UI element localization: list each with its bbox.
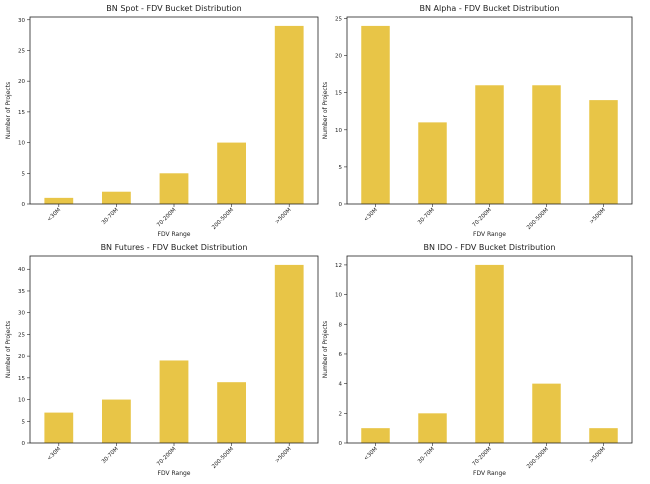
x-tick-label: 70-200M bbox=[156, 446, 178, 468]
x-tick-label: 200-500M bbox=[211, 446, 235, 470]
x-tick-label: 30-70M bbox=[101, 207, 120, 226]
x-axis-label: FDV Range bbox=[158, 231, 191, 238]
y-tick-label: 25 bbox=[18, 332, 25, 338]
bar-2-1 bbox=[102, 399, 131, 443]
y-tick-label: 15 bbox=[18, 376, 25, 382]
x-tick-label: 30-70M bbox=[417, 207, 436, 226]
y-tick-label: 0 bbox=[22, 202, 26, 208]
y-tick-label: 20 bbox=[18, 354, 25, 360]
x-tick-label: 30-70M bbox=[417, 446, 436, 465]
x-axis-label: FDV Range bbox=[473, 470, 506, 477]
x-tick-label: 70-200M bbox=[156, 207, 178, 229]
bar-3-3 bbox=[532, 383, 561, 443]
y-tick-label: 15 bbox=[335, 91, 342, 97]
y-tick-label: 35 bbox=[18, 289, 25, 295]
x-tick-label: 70-200M bbox=[472, 207, 494, 229]
y-tick-label: 10 bbox=[335, 293, 342, 299]
bar-1-4 bbox=[589, 100, 618, 204]
bar-3-2 bbox=[475, 264, 504, 443]
bar-0-1 bbox=[102, 191, 131, 204]
x-tick-label: >500M bbox=[274, 446, 292, 464]
y-tick-label: 25 bbox=[335, 16, 342, 22]
y-tick-label: 5 bbox=[339, 165, 343, 171]
chart-panel-0: 0 5 10 15 20 25 30 <30M 30-70M 70-200M 200-500M >50… bbox=[5, 4, 319, 238]
y-tick-label: 30 bbox=[18, 18, 25, 24]
x-tick-label: <30M bbox=[363, 446, 379, 462]
x-tick-label: <30M bbox=[46, 207, 62, 223]
bar-2-2 bbox=[159, 360, 189, 443]
bar-1-0 bbox=[361, 25, 390, 205]
y-tick-label: 30 bbox=[18, 311, 25, 317]
x-axis-label: FDV Range bbox=[158, 470, 191, 477]
bar-0-3 bbox=[217, 142, 246, 204]
bar-0-2 bbox=[159, 173, 189, 204]
x-tick-label: <30M bbox=[46, 446, 62, 462]
bar-3-1 bbox=[418, 413, 447, 443]
y-tick-label: 0 bbox=[339, 441, 343, 447]
bar-0-0 bbox=[44, 197, 74, 204]
chart-panel-1: 0 5 10 15 20 25 <30M 30-70M 70-200M 200-500M >500M… bbox=[322, 4, 633, 238]
y-tick-label: 10 bbox=[18, 398, 25, 404]
y-tick-label: 25 bbox=[18, 48, 25, 54]
y-tick-label: 12 bbox=[335, 263, 342, 269]
y-tick-label: 8 bbox=[339, 322, 343, 328]
chart-title: BN IDO - FDV Bucket Distribution bbox=[423, 243, 555, 252]
bar-2-4 bbox=[274, 264, 304, 443]
x-tick-label: >500M bbox=[589, 446, 607, 464]
y-tick-label: 10 bbox=[18, 141, 25, 147]
bar-3-4 bbox=[589, 428, 618, 443]
bar-1-3 bbox=[532, 85, 561, 204]
y-axis-label: Number of Projects bbox=[5, 321, 12, 378]
y-tick-label: 15 bbox=[18, 110, 25, 116]
y-tick-label: 6 bbox=[339, 352, 343, 358]
y-axis-label: Number of Projects bbox=[322, 321, 329, 378]
y-tick-label: 0 bbox=[339, 202, 343, 208]
x-tick-label: 200-500M bbox=[211, 207, 235, 231]
bar-1-2 bbox=[475, 85, 504, 204]
x-tick-label: 200-500M bbox=[526, 207, 550, 231]
y-tick-label: 20 bbox=[18, 79, 25, 85]
y-tick-label: 5 bbox=[22, 171, 26, 177]
bar-3-0 bbox=[361, 428, 390, 443]
chart-panel-2: 0 5 10 15 20 25 30 35 40 <30M 30-70M 70-200M 200-500… bbox=[5, 243, 319, 477]
y-tick-label: 40 bbox=[18, 267, 25, 273]
chart-title: BN Futures - FDV Bucket Distribution bbox=[101, 243, 248, 252]
y-tick-label: 10 bbox=[335, 128, 342, 134]
bar-2-0 bbox=[44, 412, 74, 443]
x-tick-label: <30M bbox=[363, 207, 379, 223]
bar-0-4 bbox=[274, 25, 304, 205]
bar-2-3 bbox=[217, 382, 246, 443]
y-axis-label: Number of Projects bbox=[5, 82, 12, 139]
x-tick-label: >500M bbox=[274, 207, 292, 225]
chart-panel-3: 0 2 4 6 8 10 12 <30M 30-70M 70-200M 200-500M >500M B… bbox=[322, 243, 633, 477]
x-tick-label: >500M bbox=[589, 207, 607, 225]
y-tick-label: 5 bbox=[22, 419, 26, 425]
y-tick-label: 4 bbox=[339, 382, 343, 388]
x-tick-label: 70-200M bbox=[472, 446, 494, 468]
chart-title: BN Spot - FDV Bucket Distribution bbox=[106, 4, 241, 13]
x-tick-label: 200-500M bbox=[526, 446, 550, 470]
y-tick-label: 0 bbox=[22, 441, 26, 447]
y-tick-label: 2 bbox=[339, 411, 343, 417]
y-tick-label: 20 bbox=[335, 54, 342, 60]
x-tick-label: 30-70M bbox=[101, 446, 120, 465]
bar-1-1 bbox=[418, 122, 447, 204]
chart-title: BN Alpha - FDV Bucket Distribution bbox=[420, 4, 560, 13]
y-axis-label: Number of Projects bbox=[322, 82, 329, 139]
x-axis-label: FDV Range bbox=[473, 231, 506, 238]
